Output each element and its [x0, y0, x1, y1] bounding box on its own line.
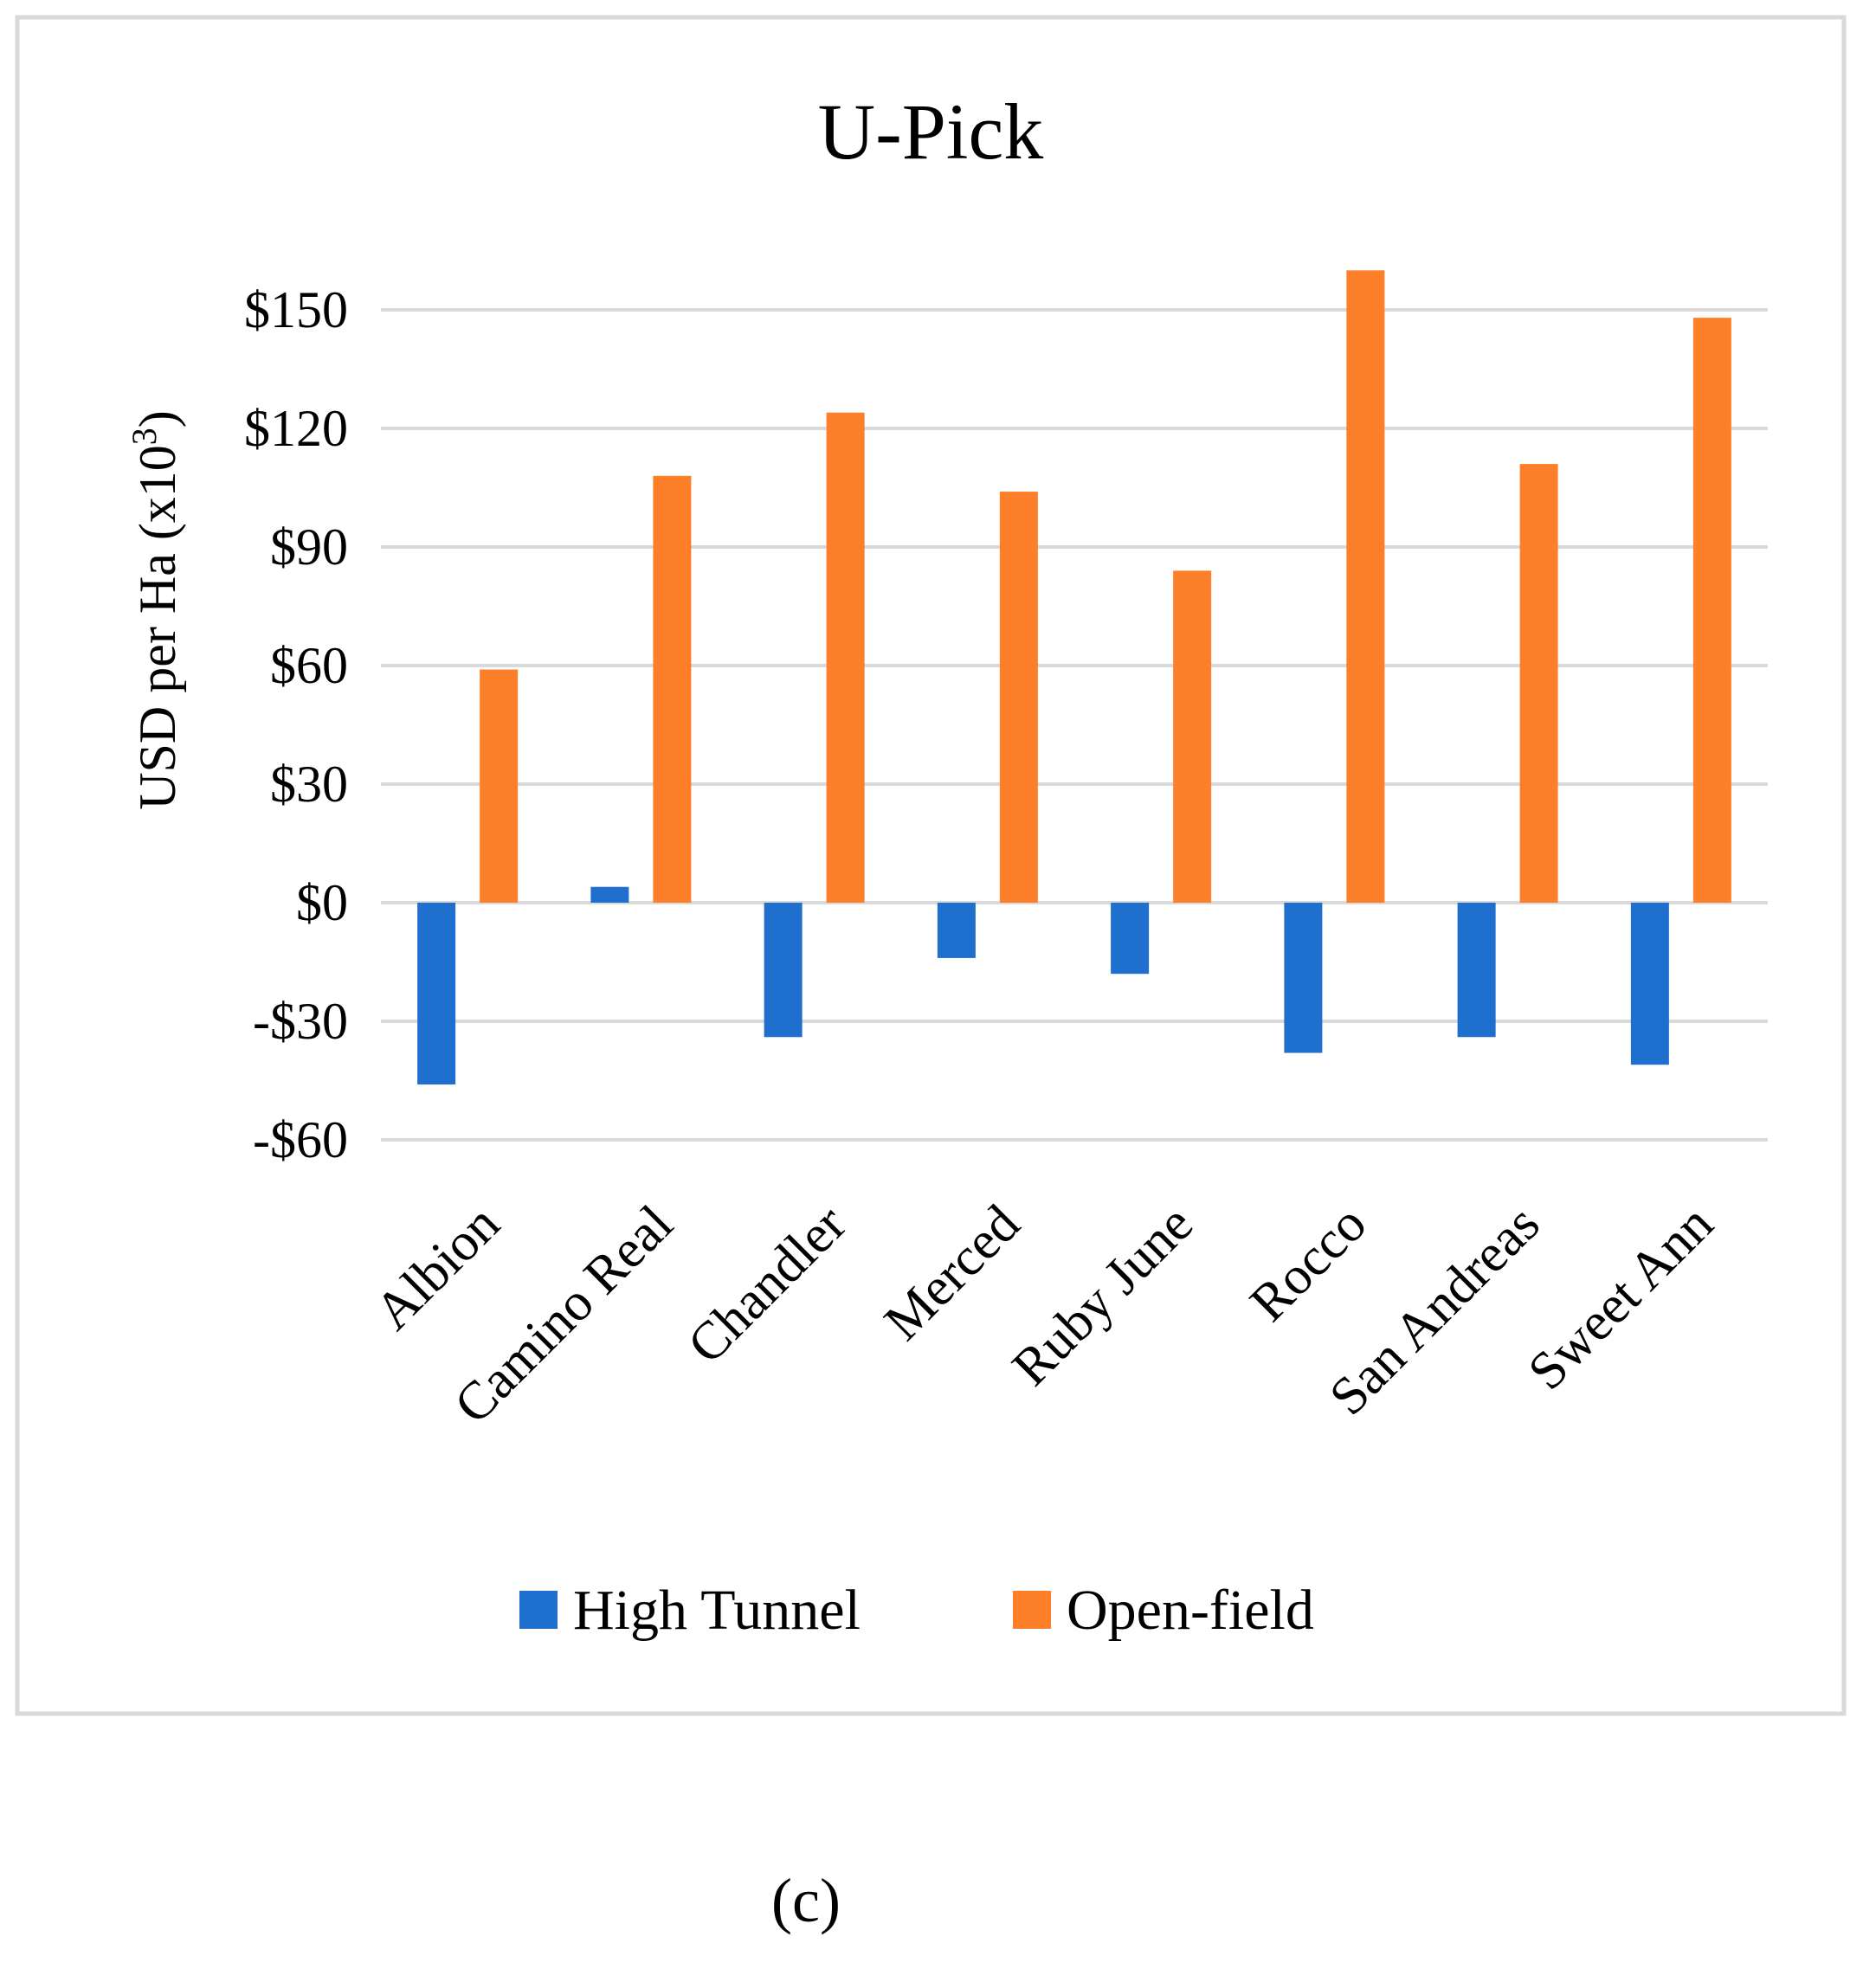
y-tick-label: $120	[244, 400, 348, 457]
legend-swatch	[1013, 1591, 1051, 1629]
bar-open-field	[826, 412, 865, 903]
bar-high-tunnel	[937, 903, 976, 958]
y-axis-label-superscript: 3	[125, 428, 164, 445]
panel-label: (c)	[771, 1866, 841, 1935]
y-tick-label: $150	[244, 281, 348, 338]
bar-open-field	[1173, 570, 1212, 903]
bar-high-tunnel	[1111, 903, 1150, 975]
bar-open-field	[653, 475, 692, 903]
y-tick-label: $60	[270, 637, 348, 694]
legend-label: Open-field	[1067, 1579, 1314, 1642]
chart-frame	[15, 15, 1847, 1716]
y-tick-label: -$30	[253, 993, 348, 1050]
bar-high-tunnel	[764, 903, 803, 1038]
bar-high-tunnel	[1284, 903, 1323, 1053]
y-tick-label: $0	[296, 874, 348, 931]
chart-title: U-Pick	[818, 87, 1044, 176]
legend: High Tunnel Open-field	[519, 1579, 1314, 1642]
bars	[417, 270, 1731, 1085]
y-tick-label: $30	[270, 756, 348, 813]
bar-open-field	[1346, 270, 1385, 903]
y-axis-ticks: $150 $120 $90 $60 $30 $0 -$30 -$60	[244, 281, 348, 1168]
bar-open-field	[1519, 464, 1558, 903]
y-tick-label: -$60	[253, 1111, 348, 1168]
bar-open-field	[999, 492, 1038, 903]
bar-high-tunnel	[1457, 903, 1496, 1038]
y-axis-label: USD per Ha (x103)	[125, 410, 186, 810]
bar-high-tunnel	[1630, 903, 1669, 1065]
bar-high-tunnel	[590, 886, 629, 903]
y-tick-label: $90	[270, 518, 348, 576]
legend-label: High Tunnel	[573, 1579, 861, 1642]
legend-swatch	[519, 1591, 558, 1629]
bar-high-tunnel	[417, 903, 456, 1085]
bar-open-field	[480, 669, 519, 903]
bar-open-field	[1692, 318, 1731, 904]
